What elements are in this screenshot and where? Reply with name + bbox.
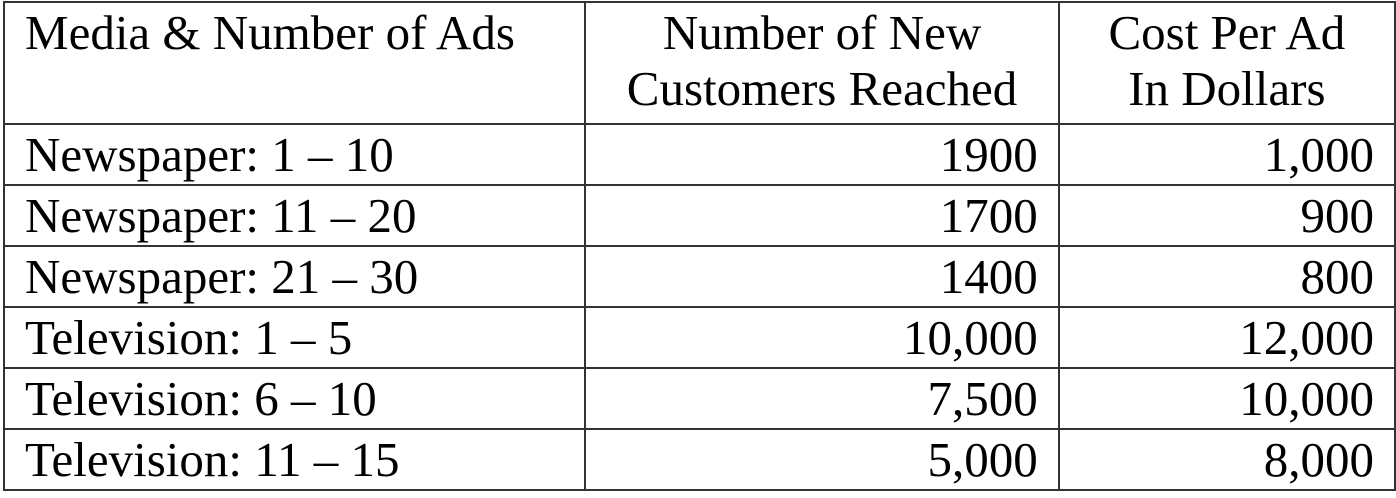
cell-cost: 10,000 [1057,367,1396,430]
header-customers-line1: Number of New [662,5,982,60]
cell-media: Television: 1 – 5 [2,306,587,369]
cell-customers: 1700 [584,184,1060,247]
cell-cost: 900 [1057,184,1396,247]
header-media: Media & Number of Ads [2,1,587,125]
header-cost: Cost Per Ad In Dollars [1057,1,1396,125]
cell-cost: 8,000 [1057,428,1396,491]
cell-media: Television: 6 – 10 [2,367,587,430]
header-row: Media & Number of Ads Number of New Custo… [2,1,1396,125]
cell-customers: 7,500 [584,367,1060,430]
cell-cost: 800 [1057,245,1396,308]
header-customers: Number of New Customers Reached [584,1,1060,125]
cell-media: Newspaper: 1 – 10 [2,123,587,186]
table-row: Television: 1 – 5 10,000 12,000 [2,306,1396,369]
cell-media: Television: 11 – 15 [2,428,587,491]
table-row: Television: 6 – 10 7,500 10,000 [2,367,1396,430]
cell-customers: 1400 [584,245,1060,308]
cell-customers: 10,000 [584,306,1060,369]
table-row: Newspaper: 21 – 30 1400 800 [2,245,1396,308]
table-row: Newspaper: 11 – 20 1700 900 [2,184,1396,247]
cell-media: Newspaper: 11 – 20 [2,184,587,247]
cell-cost: 1,000 [1057,123,1396,186]
table-row: Television: 11 – 15 5,000 8,000 [2,428,1396,491]
cell-cost: 12,000 [1057,306,1396,369]
table-row: Newspaper: 1 – 10 1900 1,000 [2,123,1396,186]
cell-customers: 1900 [584,123,1060,186]
header-cost-line1: Cost Per Ad [1108,5,1346,60]
header-customers-line2: Customers Reached [626,61,1018,116]
header-media-line1: Media & Number of Ads [25,5,515,60]
cell-customers: 5,000 [584,428,1060,491]
cell-media: Newspaper: 21 – 30 [2,245,587,308]
header-cost-line2: In Dollars [1128,61,1326,116]
